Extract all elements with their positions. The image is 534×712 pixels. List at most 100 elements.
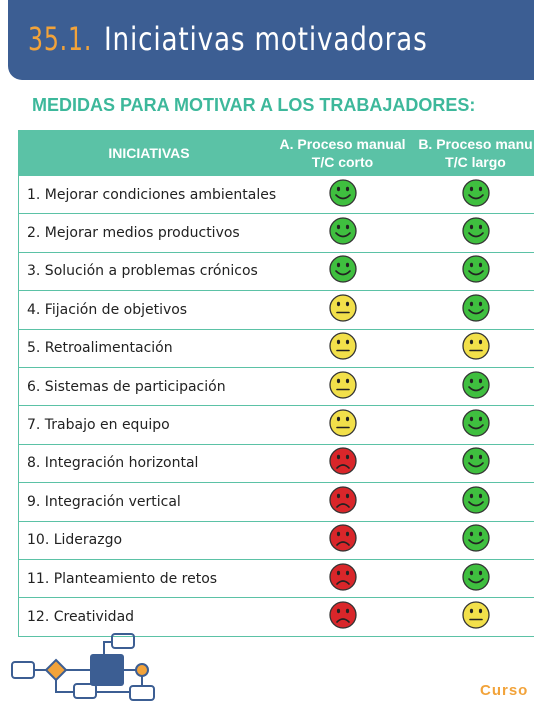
eye xyxy=(469,608,473,614)
eye xyxy=(469,340,473,345)
rating-cell xyxy=(413,293,534,327)
face xyxy=(329,370,357,399)
smiley-good xyxy=(461,486,490,514)
smiley-bad xyxy=(329,486,357,514)
eye xyxy=(478,532,482,537)
smiley-good xyxy=(329,255,357,284)
eye xyxy=(478,416,482,422)
eye xyxy=(336,340,340,345)
smiley-neutral xyxy=(329,294,357,322)
initiative-label: 6. Sistemas de participación xyxy=(27,378,226,395)
rating-cell xyxy=(413,216,534,250)
smiley-good xyxy=(461,524,490,552)
mouth xyxy=(467,462,484,468)
rating-cell xyxy=(413,523,534,557)
eye xyxy=(478,570,482,575)
flow-diagram xyxy=(11,633,155,701)
face xyxy=(329,562,357,591)
eye xyxy=(336,493,340,499)
face xyxy=(461,409,490,437)
face xyxy=(461,255,490,284)
eye xyxy=(336,455,340,460)
eye xyxy=(336,416,340,422)
table-row: 4. Fijación de objetivos xyxy=(19,291,534,330)
smiley-neutral xyxy=(329,332,357,360)
header-bar: 35.1. Iniciativas motivadoras xyxy=(8,0,534,80)
face xyxy=(461,486,490,514)
eye xyxy=(337,186,341,191)
rating-cell xyxy=(413,370,534,404)
rating-cell xyxy=(413,254,534,288)
header-cell: A. Proceso manual T/C corto xyxy=(272,135,413,171)
eye xyxy=(478,455,482,460)
eye xyxy=(345,301,349,307)
table-row: 9. Integración vertical xyxy=(19,483,534,522)
face xyxy=(329,217,357,245)
initiative-label: 1. Mejorar condiciones ambientales xyxy=(27,186,277,203)
flow-diamond xyxy=(44,658,68,682)
mouth xyxy=(336,503,350,508)
eye xyxy=(336,301,340,307)
smiley-good xyxy=(462,179,490,207)
rating-cell xyxy=(273,408,414,442)
eye xyxy=(478,186,482,191)
face xyxy=(329,601,357,629)
face xyxy=(461,370,490,399)
initiative-label: 7. Trabajo en equipo xyxy=(27,417,170,434)
face xyxy=(462,179,490,207)
smiley-good xyxy=(461,409,490,437)
mouth xyxy=(467,309,484,315)
eye xyxy=(345,416,349,422)
eye xyxy=(469,263,473,268)
slide-title: Iniciativas motivadoras xyxy=(104,20,428,58)
initiative-label: 3. Solución a problemas crónicos xyxy=(27,263,258,280)
eye xyxy=(345,340,349,345)
rating-cell xyxy=(273,178,413,212)
smiley-neutral xyxy=(329,409,357,437)
mouth xyxy=(336,618,350,623)
eye xyxy=(336,224,340,230)
eye xyxy=(478,378,482,383)
smiley-bad xyxy=(329,601,357,629)
face xyxy=(461,524,490,552)
eye xyxy=(345,608,349,614)
rating-cell xyxy=(273,293,414,327)
eye xyxy=(478,263,482,268)
eye xyxy=(478,608,482,614)
rating-cell xyxy=(273,446,414,480)
header-text: T/C largo xyxy=(445,154,506,170)
face xyxy=(329,486,357,514)
smiley-good xyxy=(461,217,490,245)
mouth xyxy=(467,385,484,391)
table: INICIATIVAS A. Proceso manual T/C corto B… xyxy=(18,130,534,637)
smiley-good xyxy=(461,562,490,591)
eye xyxy=(336,378,340,383)
header-text: T/C corto xyxy=(311,154,374,170)
mouth xyxy=(336,541,350,547)
rating-cell xyxy=(413,331,534,365)
mouth xyxy=(467,577,484,583)
smiley-bad xyxy=(329,447,357,476)
rating-cell xyxy=(413,408,534,442)
table-body: 1. Mejorar condiciones ambientales 2. Mej… xyxy=(18,176,534,637)
initiative-label: 4. Fijación de objetivos xyxy=(27,301,188,318)
face xyxy=(329,447,357,476)
face xyxy=(461,217,490,245)
table-row: 1. Mejorar condiciones ambientales xyxy=(19,176,534,215)
face xyxy=(329,332,357,360)
smiley-good xyxy=(329,179,357,207)
header-cell: B. Proceso manu T/C largo xyxy=(413,135,534,171)
eye xyxy=(345,570,349,575)
initiative-label: 5. Retroalimentación xyxy=(27,340,173,357)
eye xyxy=(469,186,473,191)
eye xyxy=(345,378,349,383)
initiative-label: 12. Creatividad xyxy=(27,608,135,625)
section-number: 35.1. xyxy=(28,20,93,58)
smiley-good xyxy=(461,370,490,399)
eye xyxy=(478,224,482,230)
smiley-good xyxy=(461,255,490,284)
flow-circle xyxy=(135,663,149,677)
mouth xyxy=(467,232,484,238)
rating-cell xyxy=(273,562,414,596)
